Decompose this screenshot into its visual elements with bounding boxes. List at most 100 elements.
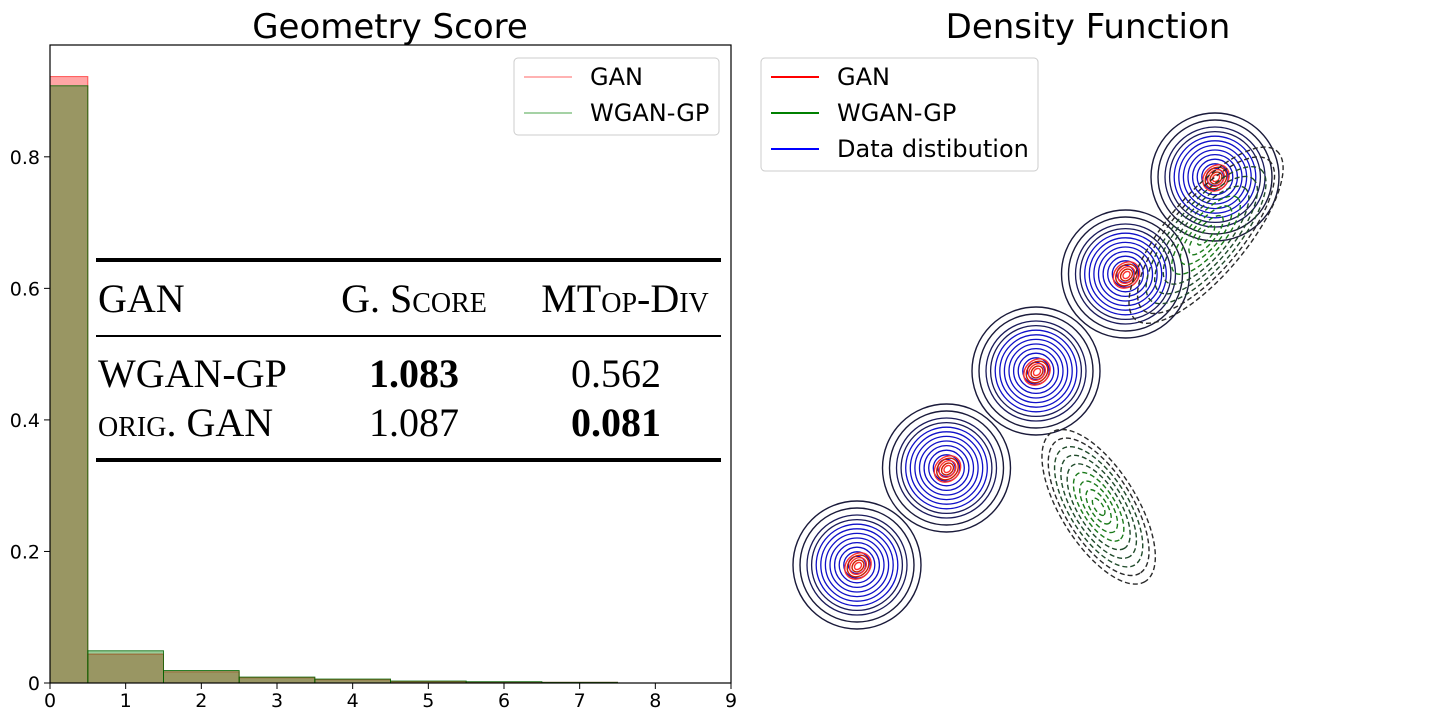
data-contour	[909, 431, 984, 505]
gan-contour	[1117, 265, 1136, 285]
data-contour	[1022, 357, 1050, 385]
data-contour	[1191, 153, 1239, 201]
data-contour	[905, 426, 988, 510]
data-contour	[1093, 241, 1158, 307]
data-contour	[1008, 343, 1064, 399]
gan-contour	[851, 559, 865, 573]
gan-contour	[1027, 362, 1047, 382]
bar-gan-0	[49, 76, 89, 684]
density-legend: GAN WGAN-GP Data distibution	[760, 57, 1039, 172]
bar-wgan-gp-0	[49, 85, 89, 684]
histogram-y-axis: 0 0.2 0.4 0.6 0.8	[10, 147, 50, 695]
y-tick-label: 0.2	[10, 541, 40, 563]
data-contour	[824, 532, 890, 598]
data-contour	[1168, 130, 1262, 224]
data-contour	[923, 444, 970, 492]
gan-contour	[1112, 261, 1141, 289]
gan-contour	[1025, 360, 1049, 384]
gan-mode-1	[933, 455, 962, 483]
data-contour	[928, 449, 965, 487]
gan-contour	[933, 455, 962, 483]
table-row-1-gscore: 1.083	[369, 351, 459, 396]
bar-wgan-gp-2	[163, 670, 240, 684]
wgan-contour	[1171, 195, 1241, 276]
gan-contour	[848, 556, 868, 576]
x-tick-label: 7	[574, 690, 586, 712]
gan-contour	[1206, 168, 1226, 188]
wgan-contour	[1047, 437, 1150, 577]
data-contour	[918, 440, 975, 496]
envelope-contour	[1060, 209, 1191, 339]
histogram-frame	[49, 44, 732, 684]
inset-table: GAN G. Score MTop-Div WGAN-GP 1.083 0.56…	[96, 258, 721, 462]
wgan-contour	[1041, 428, 1157, 585]
data-contour	[1017, 352, 1055, 390]
data-contour	[1097, 246, 1154, 302]
table-row-2-mtopdiv: 0.081	[571, 400, 661, 445]
gan-contour	[846, 554, 870, 578]
wgan-contour	[1196, 224, 1216, 246]
table-row-1-mtopdiv: 0.562	[571, 351, 661, 396]
wgan-mode-1	[1128, 146, 1284, 325]
data-contour	[1012, 347, 1060, 395]
data-mode-2	[985, 320, 1087, 422]
gan-mode-2	[1023, 358, 1051, 386]
gan-contour	[940, 462, 955, 476]
data-contour	[829, 537, 885, 593]
gan-contour	[1030, 365, 1044, 379]
wgan-contour	[1162, 185, 1250, 285]
data-contour	[843, 551, 871, 579]
data-contour	[999, 334, 1073, 408]
data-mode-3	[1074, 223, 1177, 325]
y-tick-label: 0.4	[10, 410, 40, 432]
wgan-contour	[1053, 445, 1144, 568]
x-tick-label: 5	[422, 690, 434, 712]
bar-wgan-gp-1	[87, 650, 164, 684]
gan-mode-0	[844, 552, 872, 580]
density-legend-box	[760, 57, 1039, 172]
gan-contour	[1119, 268, 1134, 282]
gan-contour	[1202, 164, 1230, 192]
x-tick-label: 4	[347, 690, 359, 712]
data-contour	[895, 417, 998, 519]
y-tick-label: 0	[28, 673, 40, 695]
x-tick-label: 8	[649, 690, 661, 712]
table-row-1-model: WGAN-GP	[98, 351, 287, 396]
data-mode-1	[895, 417, 998, 519]
gan-contour	[1032, 367, 1042, 377]
gan-contour	[844, 552, 872, 580]
data-contour	[932, 454, 961, 482]
table-row-2-gscore: 1.087	[369, 400, 459, 445]
data-contour	[1102, 250, 1149, 298]
envelope-contour	[792, 500, 922, 630]
data-contour	[810, 518, 904, 612]
histogram-legend: GAN WGAN-GP	[513, 57, 720, 136]
data-contour	[900, 421, 993, 515]
data-mode-0	[806, 514, 908, 616]
envelope-contour	[971, 306, 1101, 436]
data-contour	[806, 514, 908, 616]
x-tick-label: 2	[195, 690, 207, 712]
wgan-contour	[1136, 156, 1276, 315]
envelope-contour	[1067, 216, 1184, 332]
envelope-contour	[881, 403, 1012, 533]
envelope-contour	[888, 410, 1005, 526]
data-contour	[815, 523, 899, 607]
wgan-contour	[1079, 480, 1119, 534]
gan-contour	[1023, 358, 1051, 386]
histogram-x-axis: 0 1 2 3 4 5 6 7 8 9	[44, 683, 737, 712]
x-tick-label: 9	[725, 690, 737, 712]
table-row-2-model: orig. GAN	[98, 400, 273, 445]
density-contours	[792, 112, 1284, 630]
bar-wgan-gp-3	[238, 676, 316, 684]
density-legend-gan: GAN	[837, 63, 890, 91]
density-legend-data: Data distibution	[837, 135, 1029, 163]
gan-contour	[1122, 270, 1131, 280]
histogram-legend-gan: GAN	[590, 63, 643, 91]
x-tick-label: 1	[120, 690, 132, 712]
data-contour	[1173, 135, 1257, 219]
y-tick-label: 0.6	[10, 278, 40, 300]
envelope-contour	[978, 313, 1094, 429]
envelope-contour	[799, 507, 915, 623]
